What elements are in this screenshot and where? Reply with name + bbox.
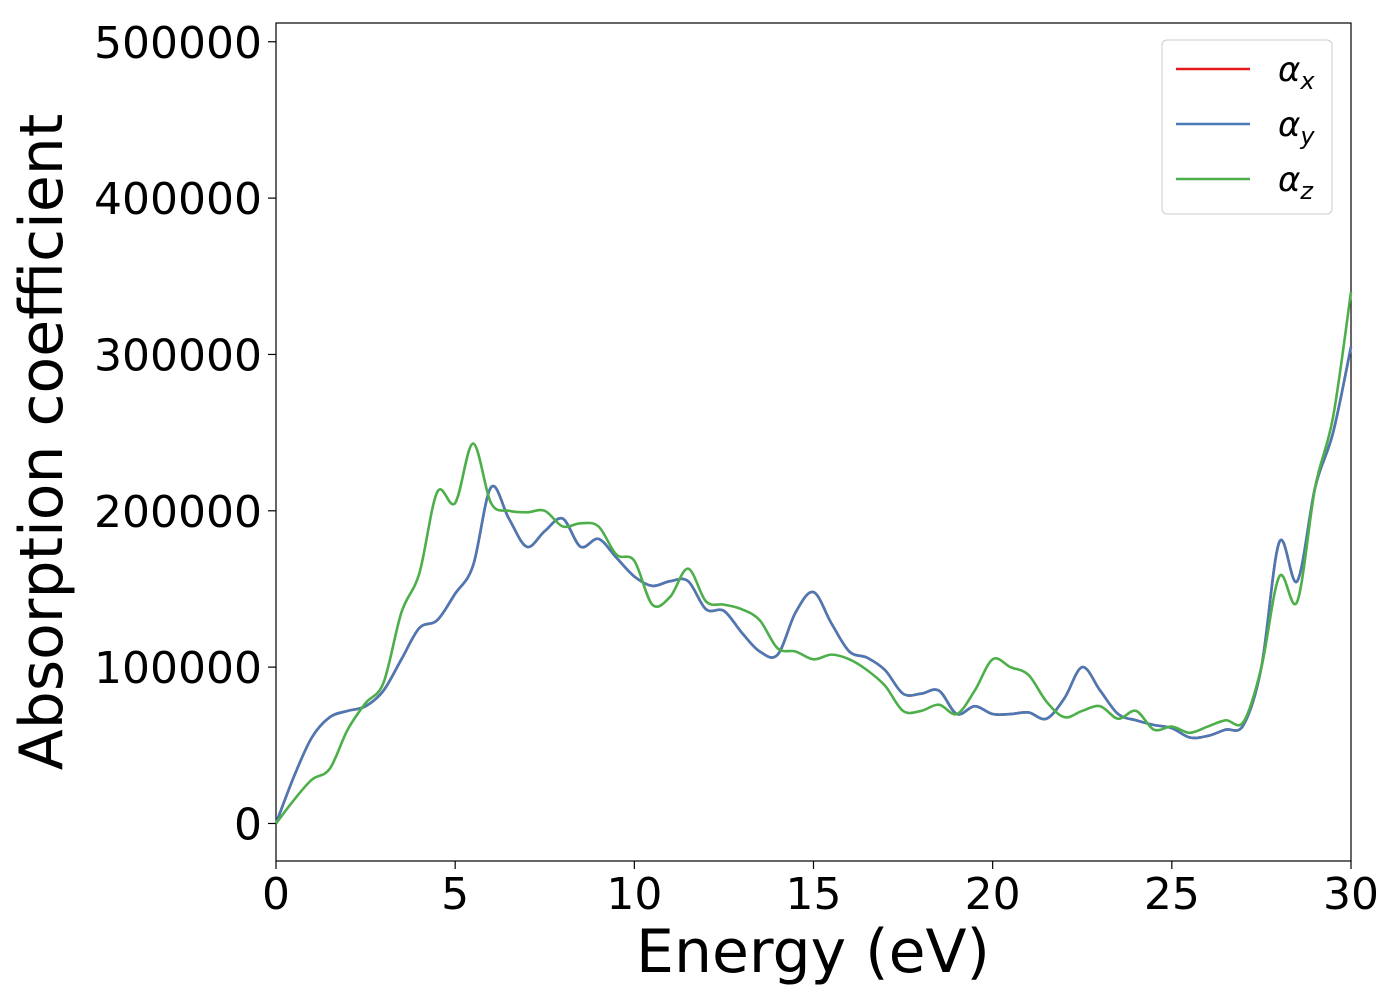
series-layer xyxy=(274,291,1353,825)
x-tick-label: 20 xyxy=(965,869,1021,920)
x-tick-label: 30 xyxy=(1323,869,1379,920)
y-tick-label: 400000 xyxy=(94,174,262,225)
x-axis-ticks: 0 5 10 15 20 25 30 xyxy=(262,861,1379,920)
legend: αx αy αz xyxy=(1161,39,1333,215)
series-line-z xyxy=(274,291,1353,825)
x-tick-label: 0 xyxy=(262,869,290,920)
x-tick-label: 10 xyxy=(606,869,662,920)
y-axis-ticks: 0 100000 200000 300000 400000 500000 xyxy=(94,18,276,850)
y-tick-label: 0 xyxy=(234,799,262,850)
y-tick-label: 300000 xyxy=(94,330,262,381)
legend-label-z: αz xyxy=(1278,160,1314,205)
legend-box xyxy=(1161,39,1333,215)
y-axis-title: Absorption coefficient xyxy=(7,114,77,771)
series-line-y xyxy=(274,346,1353,824)
series-line-x xyxy=(274,346,1353,824)
y-tick-label: 100000 xyxy=(94,643,262,694)
legend-label-x: αx xyxy=(1278,50,1315,95)
x-tick-label: 25 xyxy=(1144,869,1200,920)
y-tick-label: 500000 xyxy=(94,18,262,69)
x-axis-title: Energy (eV) xyxy=(636,917,990,987)
y-tick-label: 200000 xyxy=(94,487,262,538)
legend-label-y: αy xyxy=(1278,105,1315,150)
x-tick-label: 5 xyxy=(441,869,469,920)
x-tick-label: 15 xyxy=(786,869,842,920)
